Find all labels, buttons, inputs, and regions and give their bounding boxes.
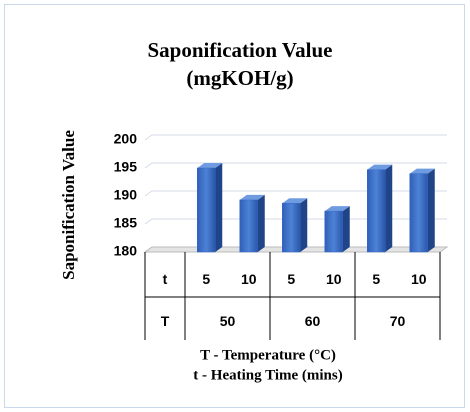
bar-top <box>409 168 435 174</box>
bar <box>239 194 265 253</box>
bar-top <box>239 194 265 200</box>
bar-front <box>197 167 216 253</box>
y-tick-label: 195 <box>114 159 138 175</box>
chart-title: (mgKOH/g) <box>186 66 293 90</box>
bar-side <box>215 163 223 252</box>
bar <box>409 168 435 253</box>
bar-front <box>324 210 343 253</box>
row-label: T <box>161 313 170 329</box>
x-tick-label: 5 <box>202 271 210 287</box>
grid-line <box>144 134 447 141</box>
x-tick-label: 10 <box>241 271 257 287</box>
bar-top <box>282 198 308 204</box>
group-label: 60 <box>305 313 321 329</box>
bar-top <box>367 164 393 170</box>
y-tick-label: 200 <box>114 131 138 147</box>
group-label: 50 <box>220 313 236 329</box>
x-axis-label: t - Heating Time (mins) <box>193 367 342 383</box>
x-tick-label: 10 <box>411 271 427 287</box>
bar <box>197 163 223 253</box>
x-tick-label: 5 <box>372 271 380 287</box>
bar-front <box>409 173 428 253</box>
y-tick-label: 180 <box>114 243 138 259</box>
bar-side <box>300 198 308 252</box>
bar <box>367 164 393 253</box>
bar-side <box>342 206 350 252</box>
group-label: 70 <box>390 313 406 329</box>
bar-side <box>427 168 435 252</box>
grid-line <box>144 190 447 197</box>
row-label: t <box>163 271 168 287</box>
bar-top <box>197 163 223 168</box>
bar <box>282 198 308 253</box>
bar-front <box>367 169 386 253</box>
x-axis-label: T - Temperature (°C) <box>200 347 336 363</box>
bar-side <box>257 194 265 252</box>
x-tick-label: 10 <box>326 271 342 287</box>
y-tick-label: 190 <box>114 187 138 203</box>
bar-front <box>239 199 258 253</box>
bar-side <box>385 164 393 252</box>
grid-line <box>144 162 447 169</box>
bar-front <box>282 203 301 253</box>
bar-top <box>324 206 350 212</box>
x-tick-label: 5 <box>287 271 295 287</box>
y-axis-label: Saponification Value <box>59 130 78 280</box>
bar <box>324 206 350 253</box>
chart-title: Saponification Value <box>148 38 333 62</box>
y-tick-label: 185 <box>114 215 138 231</box>
